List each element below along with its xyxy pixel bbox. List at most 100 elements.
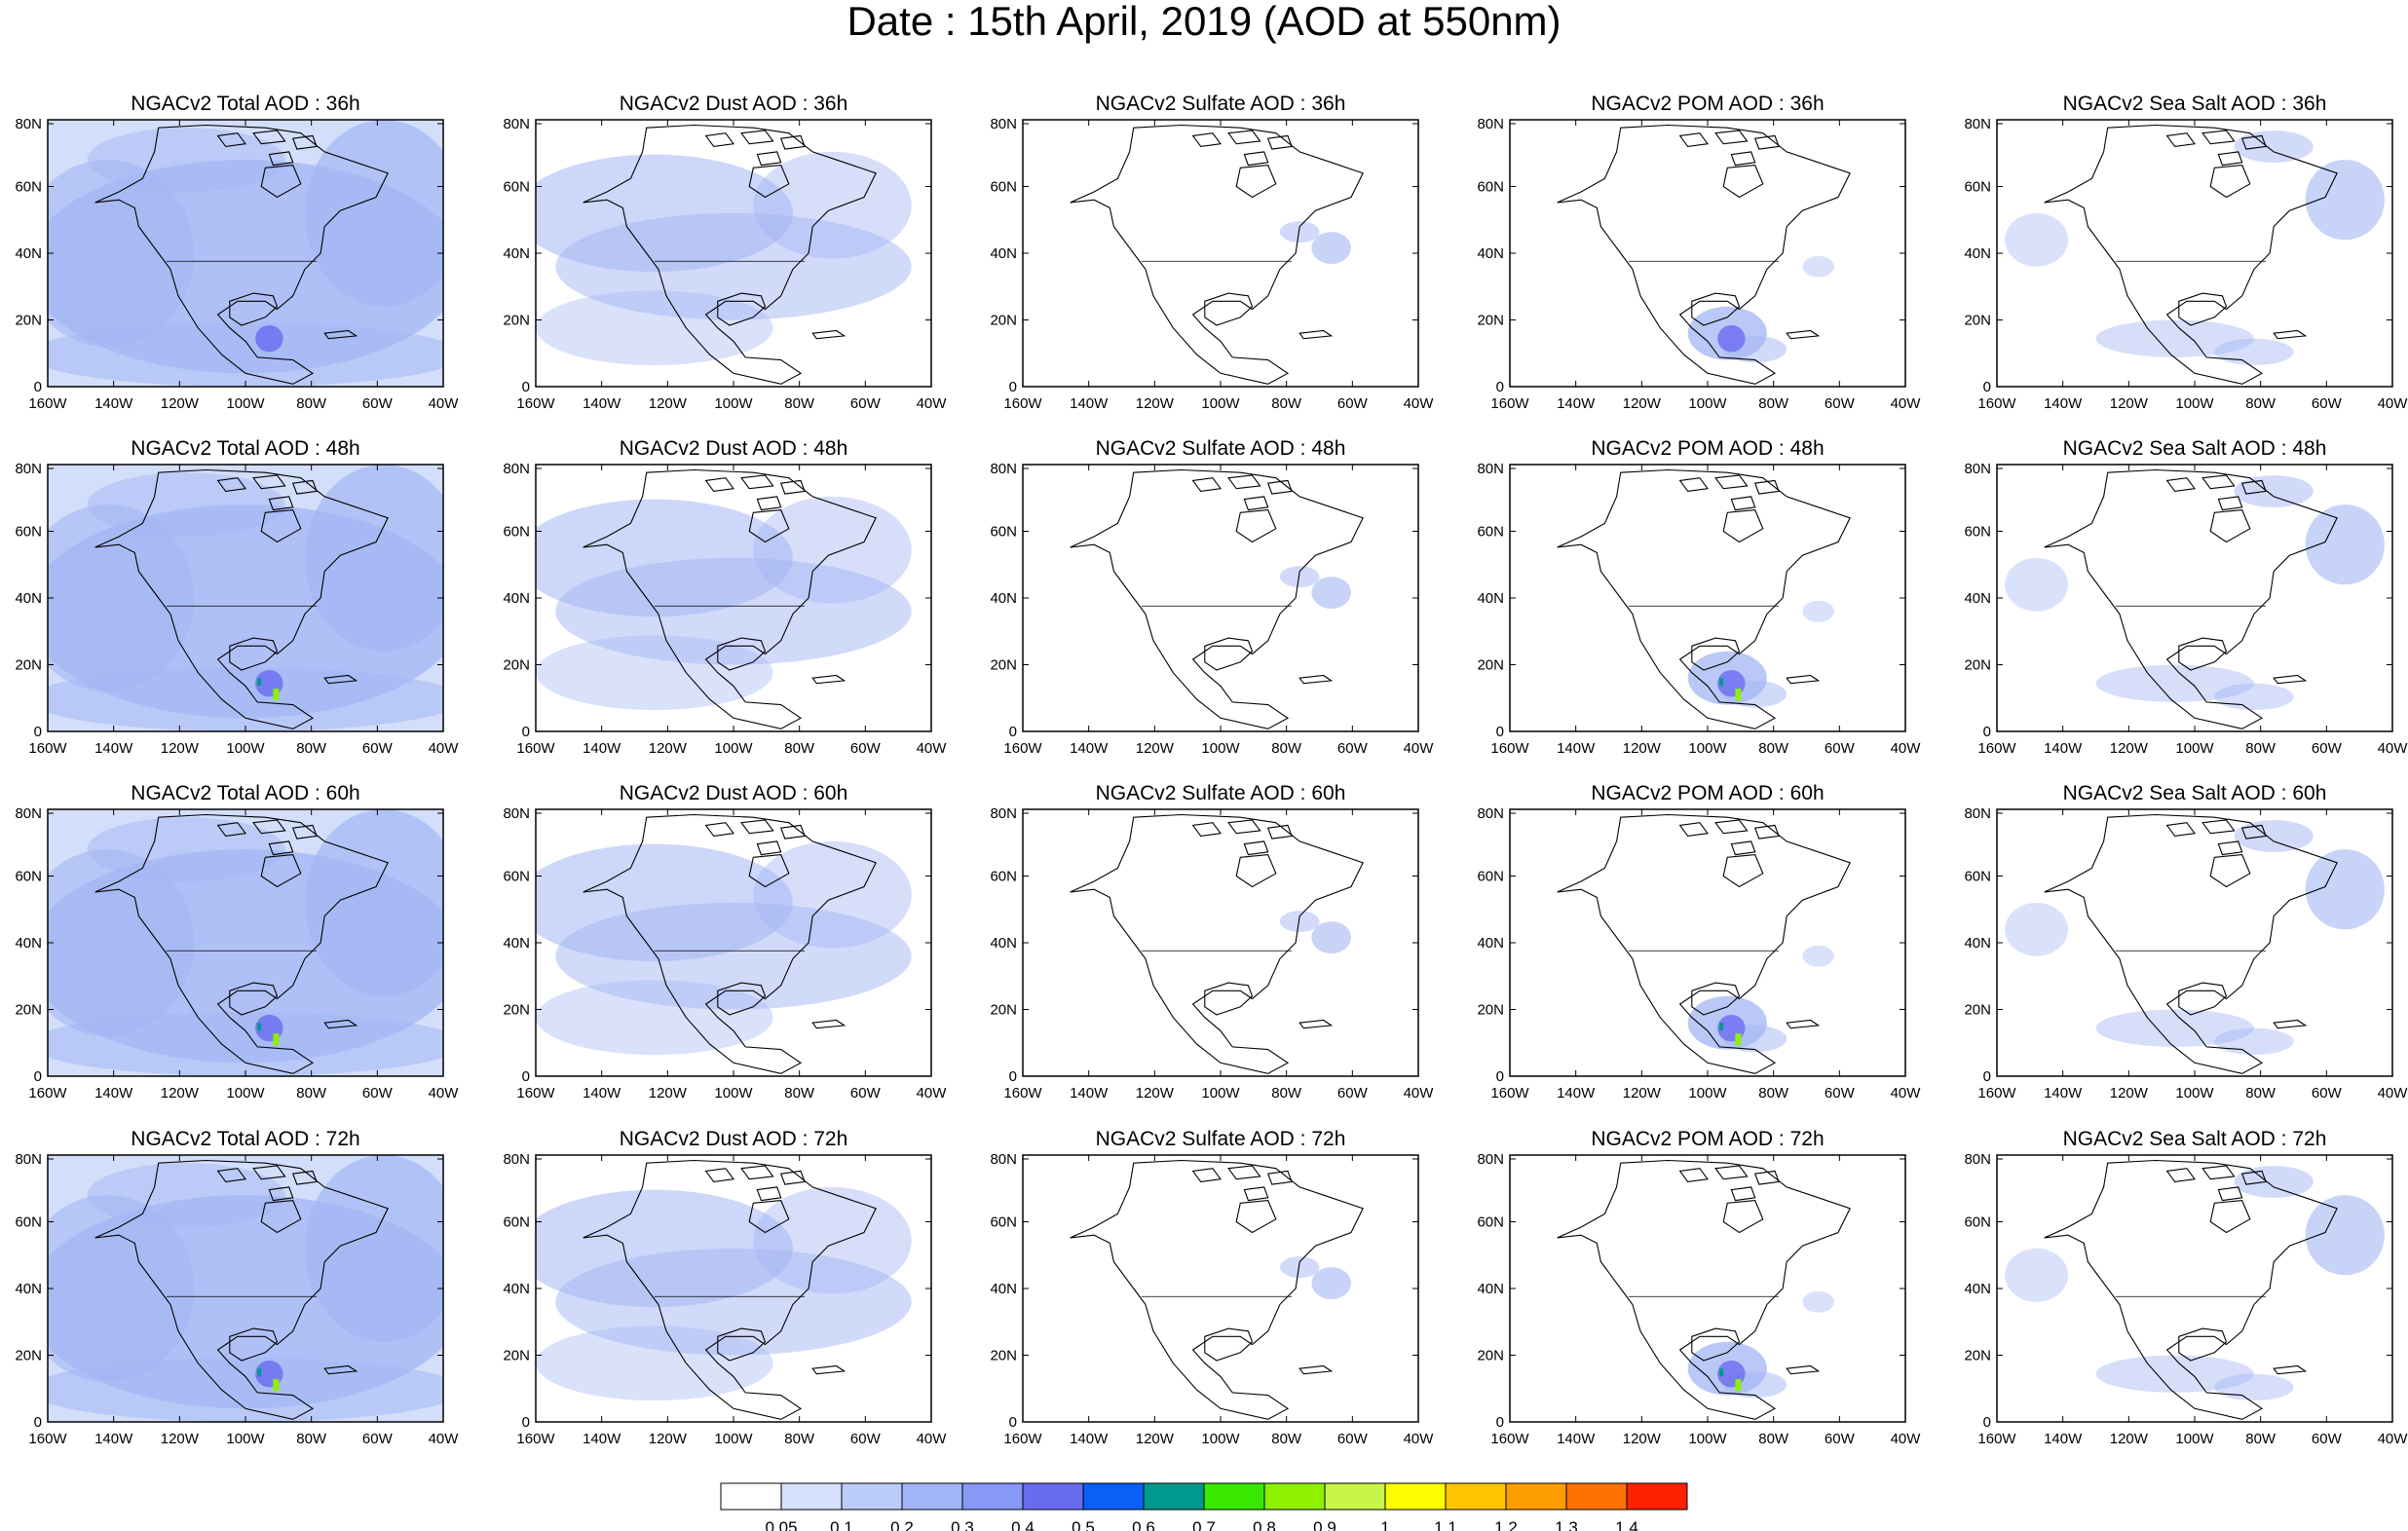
- x-tick-label: 100W: [1201, 740, 1240, 757]
- continent-outline: [2044, 1159, 2338, 1420]
- bay-outline: [260, 509, 302, 543]
- x-tick-label: 40W: [917, 1431, 948, 1447]
- gulf-outline: [229, 982, 279, 1016]
- continent-outline: [1070, 1159, 1364, 1420]
- gulf-outline: [2178, 637, 2228, 671]
- aod-shading: [1802, 1290, 1834, 1313]
- y-tick-label: 60N: [1964, 1214, 1991, 1231]
- bay-outline: [1235, 165, 1277, 199]
- aod-field: [536, 840, 912, 1056]
- y-tick-label: 40N: [1964, 935, 1991, 952]
- continent-outline: [94, 1159, 389, 1420]
- x-tick-label: 80W: [1758, 395, 1789, 412]
- colorbar-swatch: [961, 1482, 1024, 1511]
- y-tick-label: 0: [522, 1414, 530, 1431]
- aod-shading: [753, 151, 912, 259]
- x-tick-label: 160W: [1977, 395, 2016, 412]
- island-outline: [756, 1186, 782, 1202]
- continent-outline: [1557, 813, 1851, 1074]
- colorbar-label: 1.3: [1555, 1518, 1578, 1531]
- continent-outline: [2044, 124, 2338, 385]
- island-outline: [2240, 824, 2267, 840]
- y-tick-label: 60N: [990, 869, 1017, 885]
- island-outline: [1730, 840, 1756, 856]
- x-tick-label: 140W: [1070, 740, 1109, 757]
- aod-field: [48, 1155, 443, 1422]
- aod-shading: [2305, 160, 2385, 241]
- panel-title: NGACv2 Dust AOD : 60h: [620, 782, 848, 804]
- map-background: [1997, 465, 2392, 731]
- x-tick-label: 160W: [1003, 1431, 1042, 1447]
- island-outline: [779, 1170, 806, 1185]
- y-tick-label: 20N: [1964, 1002, 1991, 1019]
- y-tick-label: 80N: [15, 116, 42, 132]
- x-tick-label: 120W: [649, 1431, 688, 1447]
- map-panel: NGACv2 POM AOD : 36h 160W 140W 120W 100W 80W 6…: [1477, 93, 1921, 412]
- aod-shading: [2214, 1373, 2294, 1401]
- island-outline: [1191, 477, 1222, 492]
- x-tick-label: 120W: [1136, 1431, 1175, 1447]
- bay-outline: [260, 854, 302, 888]
- panel-title: NGACv2 Sulfate AOD : 36h: [1096, 93, 1346, 115]
- coastline: [1557, 124, 1851, 385]
- aod-shading: [1802, 255, 1834, 278]
- island-outline: [779, 824, 806, 840]
- island-outline: [2165, 1168, 2196, 1182]
- x-tick-label: 60W: [1337, 1085, 1369, 1102]
- x-tick-label: 80W: [296, 740, 327, 757]
- x-tick-label: 80W: [1758, 1431, 1789, 1447]
- continent-outline: [1070, 124, 1364, 385]
- x-tick-label: 80W: [2245, 395, 2276, 412]
- island-outline: [1298, 329, 1334, 340]
- aod-shading: [2214, 338, 2294, 366]
- x-tick-label: 120W: [1623, 1085, 1662, 1102]
- panel-title: NGACv2 POM AOD : 48h: [1591, 437, 1824, 460]
- x-tick-label: 80W: [1271, 395, 1302, 412]
- aod-shading: [555, 902, 912, 1010]
- y-tick-label: 40N: [990, 245, 1017, 262]
- aod-field: [1687, 255, 1834, 363]
- map-panel: NGACv2 Sulfate AOD : 60h 160W 140W 120W 100W…: [990, 782, 1434, 1102]
- gulf-outline: [2178, 982, 2228, 1016]
- x-tick-label: 100W: [1688, 395, 1727, 412]
- colorbar-swatch: [1626, 1482, 1688, 1511]
- y-tick-label: 40N: [990, 1281, 1017, 1297]
- map-panel: NGACv2 POM AOD : 72h 160W 140W 120W 100W 80W 6…: [1477, 1128, 1921, 1447]
- continent-outline: [1557, 468, 1851, 729]
- gulf-outline: [1691, 292, 1741, 326]
- x-tick-label: 160W: [516, 740, 555, 757]
- y-tick-label: 80N: [1964, 805, 1991, 822]
- map-panel: NGACv2 Sea Salt AOD : 72h 160W 140W 120W 100…: [1964, 1128, 2408, 1447]
- island-outline: [1191, 822, 1222, 837]
- aod-field: [2005, 1165, 2385, 1401]
- x-tick-label: 140W: [2044, 1085, 2083, 1102]
- map-panel: NGACv2 POM AOD : 48h 160W 140W 120W 100W 80W 6…: [1477, 437, 1921, 757]
- y-tick-label: 0: [1009, 1414, 1017, 1431]
- map-panel: NGACv2 POM AOD : 60h 160W 140W 120W 100W 80W 6…: [1477, 782, 1921, 1102]
- map-panel: NGACv2 Dust AOD : 48h 160W 140W 120W 100W 80W…: [503, 437, 947, 757]
- map-background: [1997, 120, 2392, 387]
- aod-shading: [304, 809, 443, 996]
- island-outline: [740, 1165, 774, 1180]
- y-tick-label: 60N: [503, 179, 530, 196]
- aod-peak-mark: [257, 1023, 262, 1031]
- aod-shading: [87, 128, 285, 192]
- island-outline: [1266, 134, 1293, 150]
- aod-shading: [1279, 911, 1320, 933]
- aod-shading: [1802, 600, 1834, 622]
- x-tick-label: 120W: [161, 1431, 200, 1447]
- island-outline: [704, 1168, 734, 1182]
- island-outline: [1227, 819, 1261, 835]
- coastline: [1557, 1159, 1851, 1420]
- x-tick-label: 40W: [2378, 1431, 2408, 1447]
- y-tick-label: 60N: [15, 869, 42, 885]
- island-outline: [2273, 1364, 2308, 1375]
- colorbar-swatch: [841, 1482, 903, 1511]
- y-tick-label: 40N: [15, 1281, 42, 1297]
- island-outline: [756, 496, 782, 511]
- y-tick-label: 60N: [1964, 524, 1991, 541]
- x-tick-label: 140W: [94, 1085, 133, 1102]
- aod-shading: [48, 322, 443, 387]
- y-tick-label: 0: [522, 724, 530, 740]
- y-tick-label: 80N: [15, 1151, 42, 1168]
